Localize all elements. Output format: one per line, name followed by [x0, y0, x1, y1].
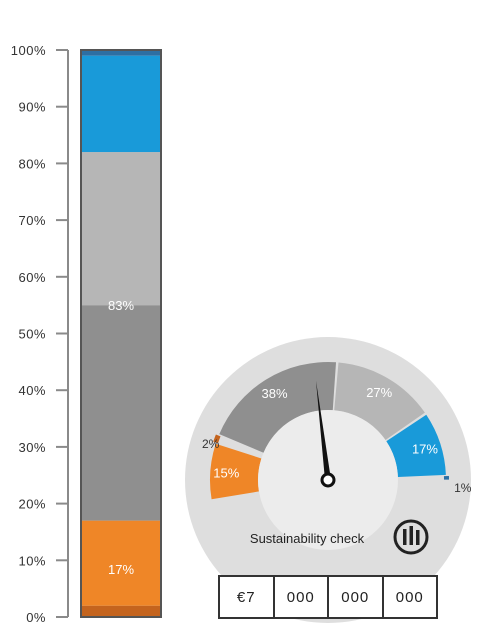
- amount-counter: €7 000 000 000: [218, 575, 438, 619]
- gauge-segment-label: 17%: [412, 441, 438, 456]
- y-tick-label: 80%: [18, 156, 46, 171]
- y-tick-label: 70%: [18, 213, 46, 228]
- bar-segment: [81, 55, 161, 153]
- allianz-logo-icon: [393, 519, 429, 555]
- gauge-segment: [443, 475, 449, 480]
- bar-segment: [81, 50, 161, 56]
- gauge-segment: [219, 362, 337, 453]
- bar-segment: [81, 305, 161, 521]
- bar-segment-label: 83%: [108, 298, 134, 313]
- counter-cell-millions: 000: [272, 577, 328, 617]
- bar-outline: [80, 49, 162, 618]
- gauge-segment: [386, 414, 446, 477]
- gauge-segment: [334, 362, 425, 441]
- gauge-segment-label: 27%: [366, 385, 392, 400]
- gauge-needle: [315, 380, 331, 481]
- gauge-segment-label: 15%: [213, 465, 239, 480]
- sustainability-gauge: 15% 2% 38% 27% 17% 1% Sustainability check: [185, 337, 472, 623]
- y-tick-label: 20%: [18, 497, 46, 512]
- counter-cell-thousands: 000: [327, 577, 382, 617]
- y-tick-label: 30%: [18, 440, 46, 455]
- gauge-title: Sustainability check: [250, 531, 365, 546]
- gauge-segment-label: 2%: [202, 437, 220, 451]
- y-tick-label: 50%: [18, 327, 46, 342]
- y-tick-label: 40%: [18, 383, 46, 398]
- y-tick-label: 90%: [18, 100, 46, 115]
- gauge-pivot: [320, 472, 336, 488]
- gauge-segment-label: 38%: [262, 386, 288, 401]
- stacked-bar: 17% 83%: [80, 49, 162, 618]
- counter-cell-units: 000: [381, 577, 437, 617]
- gauge-segment-label: 1%: [454, 481, 472, 495]
- gauge-segment: [210, 443, 262, 500]
- y-tick-label: 0%: [26, 610, 46, 625]
- bar-segment: [81, 605, 161, 617]
- bar-segment: [81, 520, 161, 606]
- bar-segment: [81, 152, 161, 306]
- y-tick-label: 10%: [18, 553, 46, 568]
- y-axis: 0% 10% 20% 30% 40% 50% 60% 70% 80% 90% 100%: [11, 43, 69, 625]
- y-tick-label: 100%: [11, 43, 46, 58]
- bar-segment-label: 17%: [108, 562, 134, 577]
- counter-cell-currency: €7: [236, 588, 256, 606]
- y-tick-label: 60%: [18, 270, 46, 285]
- gauge-segment: [213, 434, 221, 444]
